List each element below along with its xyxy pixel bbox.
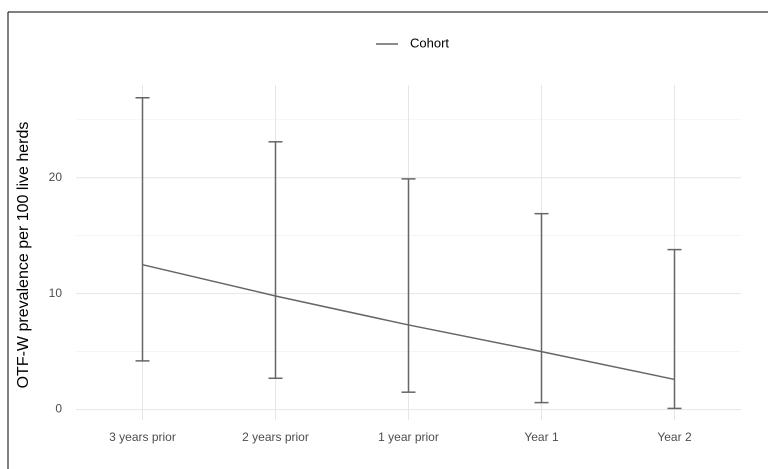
error-bar (135, 97, 150, 362)
y-tick-label: 20 (49, 170, 63, 184)
line (142, 263, 675, 381)
error-bar (401, 178, 416, 393)
x-tick-label: 2 years prior (242, 430, 309, 444)
error-bar (667, 248, 682, 410)
y-tick-label: 10 (49, 286, 63, 300)
error-bar (268, 141, 283, 380)
y-tick-label: 0 (55, 402, 62, 416)
y-axis-label: OTF-W prevalence per 100 live herds (15, 122, 32, 389)
x-tick-label: 1 year prior (378, 430, 439, 444)
error-bar (534, 212, 549, 404)
x-tick-label: Year 1 (524, 430, 559, 444)
x-tick-label: 3 years prior (109, 430, 176, 444)
x-tick-label: Year 2 (657, 430, 692, 444)
legend-label: Cohort (410, 35, 449, 50)
